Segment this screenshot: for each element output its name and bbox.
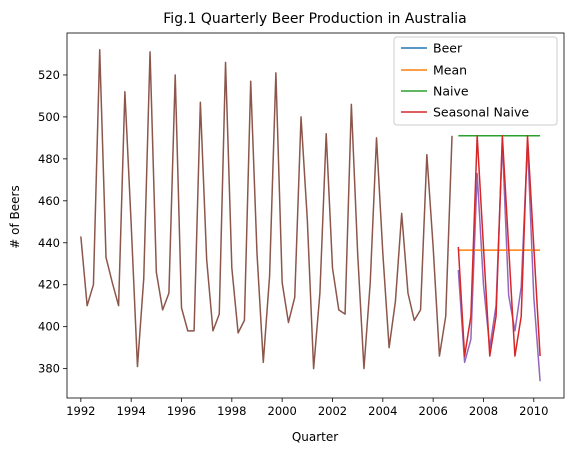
y-tick-label-400: 400 — [38, 320, 60, 334]
x-tick-label-2004: 2004 — [368, 404, 397, 418]
legend: Beer Mean Naive Seasonal Naive — [393, 36, 558, 126]
y-tick-label-420: 420 — [38, 278, 60, 292]
y-tick-label-520: 520 — [38, 68, 60, 82]
legend-label-mean: Mean — [433, 63, 467, 78]
x-tick-label-1996: 1996 — [167, 404, 196, 418]
chart-title: Fig.1 Quarterly Beer Production in Austr… — [163, 11, 466, 27]
axis-ticks: 1992 1994 1996 1998 2000 2002 2004 2006 2008 2010… — [38, 68, 548, 418]
x-tick-label-2000: 2000 — [268, 404, 297, 418]
x-axis-label: Quarter — [292, 430, 338, 444]
legend-box — [393, 36, 558, 126]
legend-label-naive: Naive — [433, 84, 469, 99]
plot-frame — [66, 32, 565, 399]
x-tick-label-2008: 2008 — [469, 404, 498, 418]
plot-lines — [80, 49, 541, 382]
x-tick-label-1994: 1994 — [117, 404, 146, 418]
y-axis-label: # of Beers — [8, 185, 22, 248]
x-tick-label-2006: 2006 — [419, 404, 448, 418]
series-line-test — [457, 141, 541, 382]
x-tick-label-2002: 2002 — [318, 404, 347, 418]
x-tick-label-1998: 1998 — [217, 404, 246, 418]
legend-label-beer: Beer — [433, 41, 463, 56]
y-tick-label-380: 380 — [38, 362, 60, 376]
x-tick-label-2010: 2010 — [519, 404, 548, 418]
y-tick-label-500: 500 — [38, 110, 60, 124]
y-tick-label-440: 440 — [38, 236, 60, 250]
x-tick-label-1992: 1992 — [66, 404, 95, 418]
series-line-seasonal-naive — [457, 135, 541, 357]
series-line-beer — [80, 49, 453, 370]
y-tick-label-460: 460 — [38, 194, 60, 208]
y-tick-label-480: 480 — [38, 152, 60, 166]
legend-label-seasonal-naive: Seasonal Naive — [433, 105, 529, 120]
